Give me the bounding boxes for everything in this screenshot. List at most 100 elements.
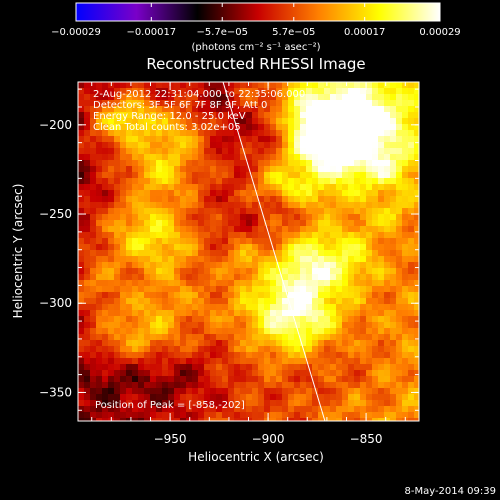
heatmap-cell bbox=[252, 286, 259, 293]
heatmap-cell bbox=[300, 412, 307, 419]
heatmap-cell bbox=[246, 364, 253, 371]
heatmap-cell bbox=[300, 418, 307, 421]
heatmap-cell bbox=[180, 316, 187, 323]
heatmap-cell bbox=[198, 418, 205, 421]
heatmap-cell bbox=[354, 364, 361, 371]
heatmap-cell bbox=[390, 406, 397, 413]
heatmap-cell bbox=[84, 148, 91, 155]
heatmap-cell bbox=[384, 166, 391, 173]
heatmap-cell bbox=[396, 304, 403, 311]
heatmap-cell bbox=[378, 250, 385, 257]
heatmap-cell bbox=[180, 190, 187, 197]
heatmap-cell bbox=[156, 166, 163, 173]
heatmap-cell bbox=[324, 286, 331, 293]
heatmap-cell bbox=[288, 196, 295, 203]
heatmap-cell bbox=[108, 178, 115, 185]
heatmap-cell bbox=[384, 208, 391, 215]
heatmap-cell bbox=[408, 154, 415, 161]
heatmap-cell bbox=[288, 232, 295, 239]
heatmap-cell bbox=[258, 172, 265, 179]
heatmap-cell bbox=[396, 148, 403, 155]
heatmap-cell bbox=[90, 130, 97, 137]
heatmap-cell bbox=[240, 214, 247, 221]
heatmap-cell bbox=[276, 88, 283, 95]
heatmap-cell bbox=[234, 160, 241, 167]
heatmap-cell bbox=[330, 196, 337, 203]
heatmap-cell bbox=[270, 220, 277, 227]
heatmap-cell bbox=[390, 340, 397, 347]
heatmap-cell bbox=[132, 286, 139, 293]
heatmap-cell bbox=[162, 220, 169, 227]
heatmap-cell bbox=[222, 268, 229, 275]
heatmap-cell bbox=[90, 274, 97, 281]
heatmap-cell bbox=[288, 154, 295, 161]
heatmap-cell bbox=[330, 418, 337, 421]
heatmap-cell bbox=[384, 124, 391, 131]
heatmap-cell bbox=[348, 166, 355, 173]
heatmap-cell bbox=[258, 214, 265, 221]
heatmap-cell bbox=[240, 358, 247, 365]
heatmap-cell bbox=[354, 256, 361, 263]
heatmap-cell bbox=[294, 238, 301, 245]
heatmap-cell bbox=[174, 286, 181, 293]
heatmap-cell bbox=[84, 274, 91, 281]
heatmap-cell bbox=[132, 88, 139, 95]
heatmap-cell bbox=[180, 118, 187, 125]
heatmap-cell bbox=[78, 262, 85, 269]
heatmap-cell bbox=[300, 130, 307, 137]
heatmap-cell bbox=[366, 118, 373, 125]
heatmap-cell bbox=[108, 406, 115, 413]
heatmap-cell bbox=[390, 130, 397, 137]
heatmap-cell bbox=[324, 226, 331, 233]
heatmap-cell bbox=[222, 364, 229, 371]
heatmap-cell bbox=[240, 172, 247, 179]
heatmap-cell bbox=[264, 130, 271, 137]
heatmap-cell bbox=[168, 172, 175, 179]
heatmap-cell bbox=[138, 334, 145, 341]
heatmap-cell bbox=[168, 118, 175, 125]
heatmap-cell bbox=[228, 190, 235, 197]
heatmap-cell bbox=[390, 376, 397, 383]
heatmap-cell bbox=[276, 370, 283, 377]
heatmap-cell bbox=[282, 160, 289, 167]
heatmap-cell bbox=[336, 88, 343, 95]
heatmap-cell bbox=[252, 124, 259, 131]
heatmap-cell bbox=[138, 406, 145, 413]
heatmap-cell bbox=[150, 394, 157, 401]
heatmap-cell bbox=[204, 286, 211, 293]
heatmap-cell bbox=[144, 238, 151, 245]
heatmap-cell bbox=[336, 118, 343, 125]
heatmap-cell bbox=[414, 208, 419, 215]
heatmap-cell bbox=[264, 334, 271, 341]
heatmap-cell bbox=[120, 280, 127, 287]
heatmap-cell bbox=[408, 220, 415, 227]
heatmap-cell bbox=[288, 316, 295, 323]
heatmap-cell bbox=[228, 316, 235, 323]
heatmap-cell bbox=[246, 124, 253, 131]
heatmap-cell bbox=[336, 124, 343, 131]
heatmap-cell bbox=[138, 310, 145, 317]
heatmap-cell bbox=[108, 346, 115, 353]
heatmap-cell bbox=[258, 88, 265, 95]
heatmap-cell bbox=[264, 292, 271, 299]
heatmap-cell bbox=[252, 256, 259, 263]
heatmap-cell bbox=[354, 208, 361, 215]
heatmap-cell bbox=[84, 142, 91, 149]
heatmap-cell bbox=[120, 370, 127, 377]
heatmap-cell bbox=[168, 184, 175, 191]
heatmap-cell bbox=[156, 382, 163, 389]
heatmap-cell bbox=[162, 244, 169, 251]
heatmap-cell bbox=[132, 130, 139, 137]
heatmap-cell bbox=[246, 262, 253, 269]
heatmap-cell bbox=[372, 250, 379, 257]
heatmap-cell bbox=[294, 172, 301, 179]
heatmap-cell bbox=[162, 382, 169, 389]
heatmap-cell bbox=[414, 226, 419, 233]
heatmap-cell bbox=[390, 106, 397, 113]
heatmap-cell bbox=[408, 328, 415, 335]
heatmap-cell bbox=[318, 106, 325, 113]
heatmap-cell bbox=[180, 364, 187, 371]
heatmap-cell bbox=[270, 328, 277, 335]
heatmap-cell bbox=[378, 346, 385, 353]
heatmap-cell bbox=[204, 172, 211, 179]
